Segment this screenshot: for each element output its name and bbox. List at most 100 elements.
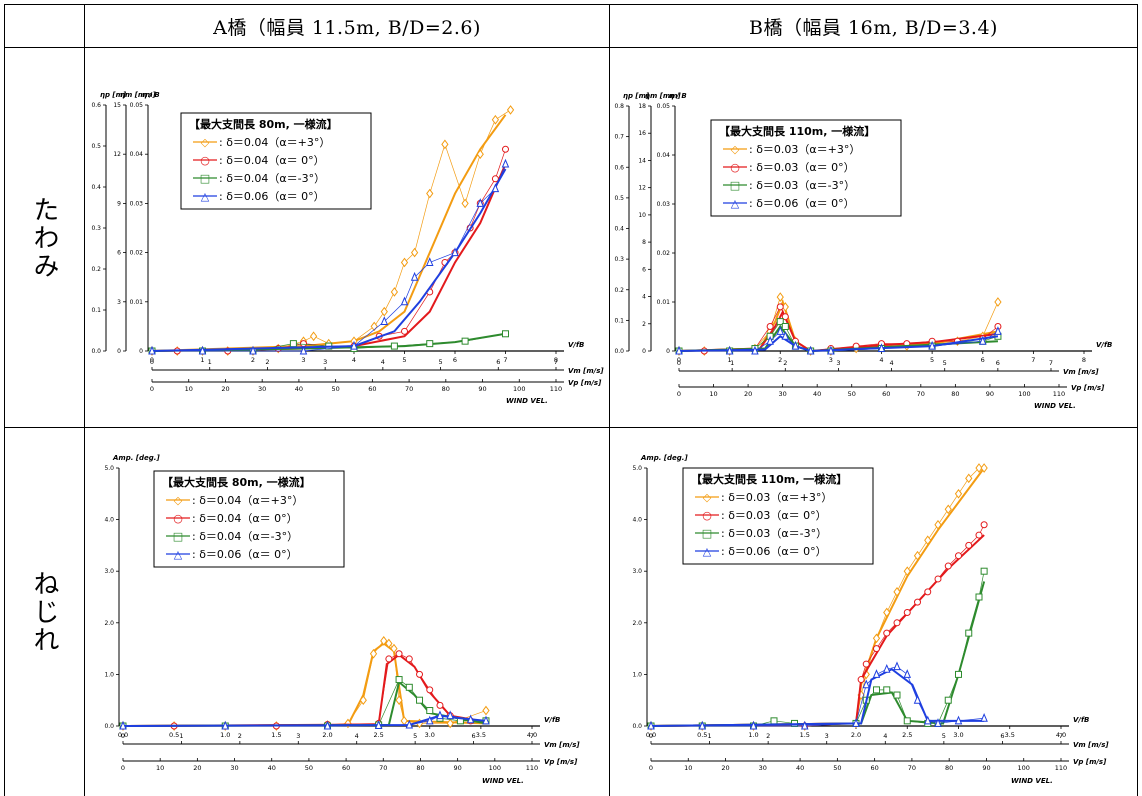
chart-b-deflection: 0.00.10.20.30.40.50.60.70.8ηp [m]0246810… <box>614 92 1112 410</box>
data-point <box>289 340 297 348</box>
data-point <box>954 488 963 499</box>
y-tick-label: 18 <box>638 103 646 110</box>
y-tick-label: 0.01 <box>657 299 671 306</box>
x-tick-label: 6 <box>981 356 985 364</box>
y-tick-label: 0.05 <box>657 103 671 110</box>
data-point <box>119 720 127 730</box>
sub-x-tick-label: 0 <box>677 390 681 398</box>
sub-x-tick-label: 90 <box>478 385 486 393</box>
y-tick-label: 0.02 <box>657 250 671 257</box>
legend-label-2: : δ＝0.03（α＝-3°） <box>749 179 855 192</box>
data-point <box>675 345 683 355</box>
y-tick-label: 0.5 <box>614 195 624 202</box>
legend-label-1: : δ＝0.04（α＝ 0°） <box>192 512 298 525</box>
sub-x-tick-label: 20 <box>721 764 729 772</box>
x-axis-title: V/fB <box>1096 341 1112 349</box>
x-tick-label: 1.0 <box>220 731 230 739</box>
y-tick-label: 0.2 <box>91 266 101 273</box>
data-point <box>461 198 469 209</box>
data-point <box>924 535 932 546</box>
legend-marker-3: △ <box>174 548 183 561</box>
data-point <box>924 588 932 596</box>
sub-x-tick-label: 50 <box>848 390 856 398</box>
sub-x-tick-label: 20 <box>744 390 752 398</box>
sub-x-tick-label: 0 <box>121 764 125 772</box>
y-axis-title: ηp [m] <box>623 92 650 100</box>
data-point <box>766 323 774 330</box>
data-point <box>400 296 409 306</box>
sub-x-tick-label: 3 <box>836 359 840 367</box>
legend-box <box>180 112 372 210</box>
sub-x-tick-label: 0 <box>649 732 653 740</box>
sub-x-tick-label: 50 <box>331 385 339 393</box>
data-point <box>944 504 952 515</box>
chart-b-torsion: 0.0 1.0 2.0 3.0 4.0 5.0 Amp. [deg.] 0.0 0.5 1.0 1.… <box>632 454 1109 785</box>
data-point <box>800 720 809 730</box>
data-point <box>698 720 707 730</box>
data-point <box>441 139 449 150</box>
y-tick-label: 0.6 <box>614 164 624 171</box>
sub-x-tick-label: 10 <box>185 385 193 393</box>
data-point <box>461 337 469 345</box>
data-point <box>425 715 434 725</box>
series-plus3 <box>675 292 1002 356</box>
sub-x-axis-title: Vp [m/s] <box>1071 384 1105 392</box>
sub-x-axis-title: Vm [m/s] <box>1073 741 1109 749</box>
sub-x-tick-label: 10 <box>156 764 164 772</box>
sub-x-tick-label: 70 <box>405 385 413 393</box>
y-tick-label: 0.4 <box>614 226 624 233</box>
data-point <box>913 550 922 561</box>
legend-marker-3: △ <box>201 190 210 203</box>
sub-x-tick-label: 6 <box>996 359 1000 367</box>
y-tick-label: 0.1 <box>91 307 101 314</box>
y-tick-label: 9 <box>117 200 121 207</box>
x-tick-label: 1.5 <box>800 731 810 739</box>
x-tick-label: 4.0 <box>1056 731 1066 739</box>
data-point <box>725 345 734 355</box>
data-point <box>781 331 790 340</box>
y-tick-label: 0.0 <box>632 723 642 730</box>
legend-marker-3: △ <box>703 545 712 558</box>
data-point <box>476 198 485 207</box>
sub-x-axis-title: Vm [m/s] <box>544 741 580 749</box>
data-point <box>975 593 983 601</box>
series-data-line <box>123 715 487 727</box>
data-point <box>426 340 434 348</box>
data-point <box>405 719 414 729</box>
x-tick-label: 0.0 <box>646 731 656 739</box>
sub-x-tick-label: 110 <box>1053 390 1065 398</box>
data-point <box>446 718 454 729</box>
sub-x-tick-label: 40 <box>295 385 303 393</box>
series-plus3 <box>119 636 490 731</box>
sub-x-tick-label: 100 <box>513 385 525 393</box>
data-point <box>401 327 408 335</box>
data-point <box>862 679 871 689</box>
series-fit-line <box>650 668 985 727</box>
y-tick-label: 3 <box>117 299 121 306</box>
legend-marker-0: ◇ <box>174 494 183 507</box>
sub-x-tick-label: 0 <box>150 385 154 393</box>
sub-x-tick-label: 70 <box>917 390 925 398</box>
sub-x-tick-label: 40 <box>796 764 804 772</box>
x-tick-label: 3.5 <box>1005 731 1015 739</box>
sub-x-tick-label: 6 <box>1000 732 1004 740</box>
header-bridge-a: A橋（幅員 11.5m, B/D=2.6) <box>213 16 481 39</box>
legend-title: 【最大支間長 110m, 一様流】 <box>691 472 847 486</box>
legend: 【最大支間長 110m, 一様流】 ◇: δ＝0.03（α＝+3°） ○: δ＝0.… <box>710 119 902 217</box>
data-point <box>476 149 484 160</box>
y-tick-label: 0.8 <box>614 103 624 110</box>
sub-x-tick-label: 30 <box>778 390 786 398</box>
series-zero006 <box>675 326 1002 355</box>
data-point <box>482 715 490 725</box>
y-tick-label: 2 <box>642 321 646 328</box>
y-tick-label: 5.0 <box>104 465 114 472</box>
sub-x-tick-label: 1 <box>208 358 212 366</box>
y-axis-title: ηm [mm] <box>645 92 682 100</box>
sub-x-tick-label: 7 <box>1049 359 1053 367</box>
data-point <box>390 342 398 350</box>
data-point <box>980 712 988 722</box>
legend-label-3: : δ＝0.06（α＝ 0°） <box>219 190 325 203</box>
data-point <box>965 473 973 484</box>
legend-title: 【最大支間長 80m, 一様流】 <box>189 117 338 131</box>
y-tick-label: 0.04 <box>130 151 144 158</box>
